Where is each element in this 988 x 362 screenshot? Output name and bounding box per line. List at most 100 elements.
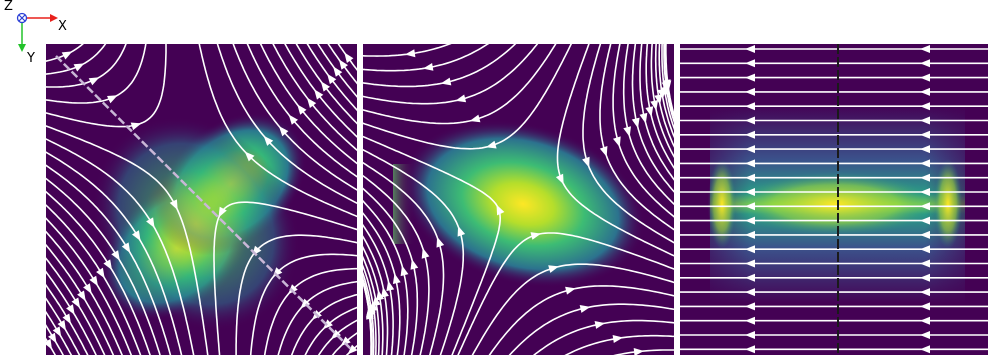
panel2-arrow-icon <box>366 309 374 320</box>
panel3-arrow-icon <box>920 345 930 354</box>
panel2-arrow-icon <box>645 106 654 117</box>
panel3-arrow-icon <box>920 45 930 53</box>
panel2-arrow-icon <box>469 114 481 123</box>
panel1-arrow-icon <box>320 81 330 92</box>
panel3-arrow-icon <box>920 202 930 211</box>
panel1-arrow-icon <box>331 329 341 340</box>
panel1-arrow-icon <box>83 283 92 294</box>
panel3-arrow-icon <box>920 288 930 297</box>
panel2-arrow-icon <box>457 225 466 237</box>
panel3-arrow-icon <box>920 259 930 268</box>
axes-orientation-legend: Z X Y <box>0 0 80 70</box>
field-panel-1 <box>46 44 357 355</box>
panel1-arrow-icon <box>48 332 57 344</box>
panel2-arrow-icon <box>392 273 401 284</box>
panel1-arrow-icon <box>347 344 357 355</box>
panel1-arrow-icon <box>288 284 298 295</box>
streamline-plot-3 <box>680 44 988 355</box>
panel2-arrow-icon <box>657 88 666 100</box>
panel2-arrow-icon <box>404 49 416 58</box>
panel1-arrow-icon <box>62 313 71 325</box>
panel3-arrow-icon <box>920 159 930 168</box>
panel2-arrow-icon <box>639 112 648 124</box>
panel1-arrow-icon <box>333 66 343 77</box>
panel1-arrow-icon <box>218 206 227 218</box>
streamline-plot-1 <box>46 44 357 355</box>
panel2-arrow-icon <box>421 247 430 259</box>
panel2-arrow-icon <box>381 286 389 298</box>
panel3-arrow-icon <box>745 245 755 254</box>
panel2-arrow-icon <box>436 236 445 248</box>
panel2-arrow-icon <box>599 146 608 157</box>
panel3-arrow-icon <box>920 102 930 111</box>
panel1-arrow-icon <box>263 135 274 146</box>
panel1-arrow-icon <box>111 250 120 261</box>
panel2-arrow-icon <box>565 286 576 295</box>
panel1-arrow-icon <box>244 151 255 162</box>
domain-wall-line <box>55 55 352 350</box>
panel2-arrow-icon <box>400 265 409 277</box>
panel3-arrow-icon <box>745 259 755 268</box>
panel3-arrow-icon <box>920 145 930 154</box>
panel1-arrow-icon <box>278 126 289 137</box>
panel2-arrow-icon <box>594 321 606 329</box>
panel3-arrow-icon <box>920 331 930 339</box>
panel3-arrow-icon <box>745 302 755 311</box>
panel3-arrow-icon <box>920 245 930 254</box>
panel2-arrow-icon <box>548 265 559 273</box>
panel1-arrow-icon <box>121 242 131 254</box>
field-panel-3 <box>680 44 988 355</box>
panel3-arrow-icon <box>745 45 755 53</box>
panel3-arrow-icon <box>745 188 755 196</box>
panel3-arrow-icon <box>745 345 755 354</box>
panel1-arrow-icon <box>46 338 52 350</box>
panel2-arrow-icon <box>372 295 381 307</box>
panel1-arrow-icon <box>103 259 112 270</box>
panel3-arrow-icon <box>745 159 755 168</box>
panel1-arrow-icon <box>71 297 81 309</box>
panel1-arrow-icon <box>89 275 98 287</box>
panel3-arrow-icon <box>920 230 930 239</box>
z-axis-label: Z <box>4 0 13 14</box>
panel2-arrow-icon <box>496 204 505 216</box>
panel3-arrow-icon <box>745 288 755 297</box>
panel3-arrow-icon <box>745 230 755 239</box>
panel1-arrow-icon <box>77 290 86 302</box>
panel3-arrow-icon <box>745 331 755 339</box>
panel2-arrow-icon <box>422 63 434 71</box>
panel3-arrow-icon <box>920 188 930 196</box>
streamline-plot-2 <box>363 44 674 355</box>
panel2-arrow-icon <box>579 305 591 313</box>
panel3-arrow-icon <box>920 73 930 82</box>
panel1-arrow-icon <box>132 230 141 241</box>
panel2-arrow-icon <box>654 94 663 105</box>
panel3-arrow-icon <box>920 116 930 125</box>
panel3-arrow-icon <box>745 145 755 154</box>
panel1-arrow-icon <box>61 51 73 60</box>
panel2-arrow-icon <box>555 173 564 185</box>
panel3-arrow-icon <box>920 59 930 68</box>
panel1-arrow-icon <box>88 77 100 86</box>
panel3-arrow-icon <box>920 273 930 282</box>
panel1-arrow-icon <box>306 97 317 108</box>
panel2-arrow-icon <box>612 335 624 343</box>
panel2-arrow-icon <box>376 289 385 301</box>
panel2-arrow-icon <box>530 232 542 240</box>
panel1-arrow-icon <box>57 320 66 331</box>
panel1-arrow-icon <box>338 59 348 70</box>
panel1-arrow-icon <box>96 267 105 279</box>
panel1-arrow-icon <box>169 199 178 211</box>
panel1-arrow-icon <box>66 304 75 315</box>
panel3-arrow-icon <box>920 87 930 96</box>
panel3-arrow-icon <box>745 73 755 82</box>
panel2-arrow-icon <box>650 100 659 111</box>
panel3-arrow-icon <box>920 216 930 225</box>
panel3-arrow-icon <box>920 173 930 182</box>
panel3-arrow-icon <box>745 216 755 225</box>
panel2-arrow-icon <box>582 156 590 168</box>
panel1-arrow-icon <box>130 122 142 131</box>
panel2-arrow-icon <box>410 259 419 270</box>
panel1-arrow-icon <box>344 52 354 63</box>
panel1-arrow-icon <box>314 89 324 100</box>
panel3-arrow-icon <box>920 302 930 311</box>
